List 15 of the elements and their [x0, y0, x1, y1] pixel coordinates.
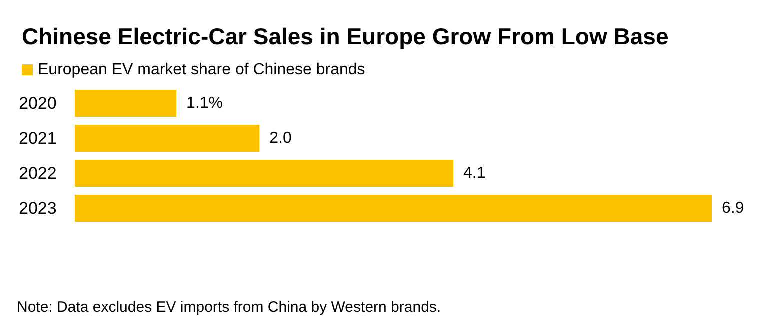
chart-title: Chinese Electric-Car Sales in Europe Grow From Low Base [22, 24, 669, 50]
y-tick-label: 2020 [19, 94, 57, 113]
y-tick-label: 2023 [19, 199, 57, 218]
data-label: 4.1 [464, 165, 486, 182]
text: Note: Data excludes EV imports from China by Western brands. [17, 299, 442, 316]
bar [75, 195, 712, 222]
bar [75, 90, 177, 117]
y-tick-label: 2021 [19, 129, 57, 148]
bar [75, 125, 260, 152]
legend-label: European EV market share of Chinese brands [38, 62, 366, 78]
data-label: 2.0 [270, 130, 292, 147]
y-tick-label: 2022 [19, 164, 57, 183]
bar [75, 160, 454, 187]
data-label: 1.1% [186, 95, 224, 112]
data-label: 6.9 [722, 200, 744, 217]
